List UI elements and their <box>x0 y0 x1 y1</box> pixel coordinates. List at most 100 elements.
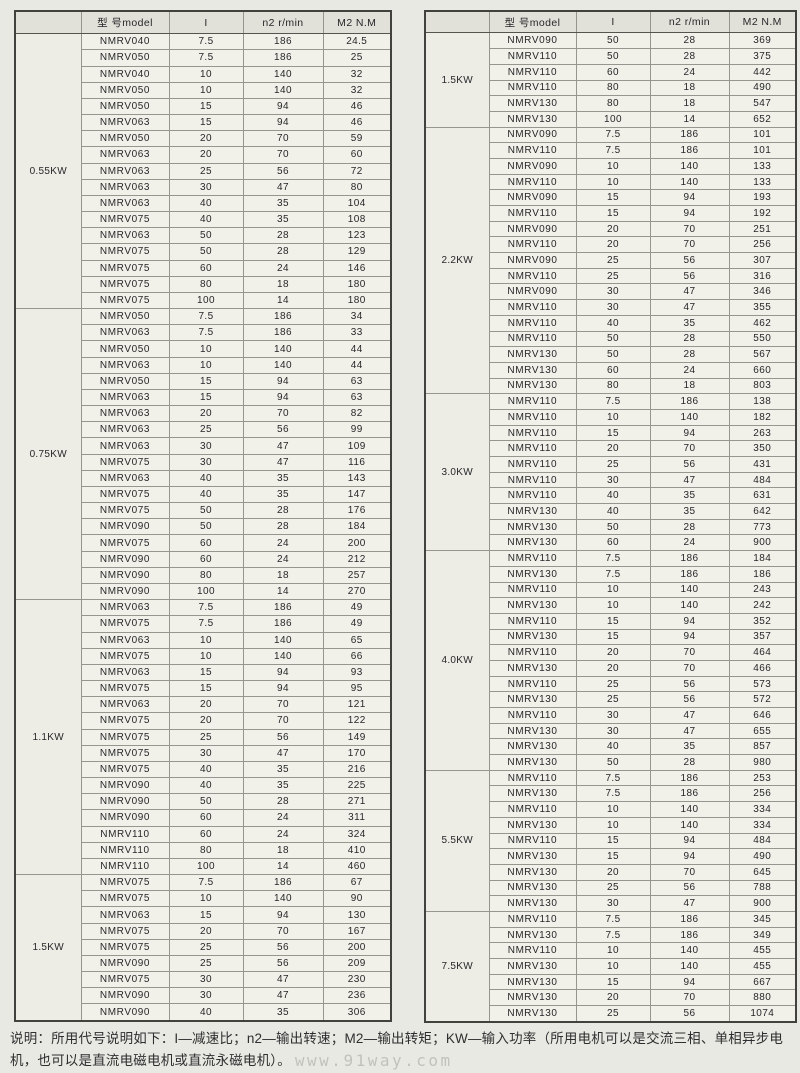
model-cell: NMRV110 <box>80 841 170 859</box>
speed-cell: 28 <box>242 518 324 536</box>
ratio-cell: 30 <box>168 971 244 989</box>
model-cell: NMRV075 <box>80 760 170 779</box>
ratio-cell: 7.5 <box>575 769 651 787</box>
model-cell: NMRV075 <box>80 615 170 633</box>
speed-cell: 70 <box>242 712 324 730</box>
spec-row: NMRV063 25 56 99 <box>15 421 392 439</box>
torque-cell: 880 <box>728 989 797 1007</box>
torque-cell: 138 <box>728 393 797 410</box>
ratio-cell: 15 <box>575 832 651 850</box>
torque-cell: 243 <box>728 581 797 599</box>
spec-row: NMRV063 50 28 123 <box>15 227 392 245</box>
ratio-cell: 10 <box>575 597 651 614</box>
spec-row: NMRV130 50 28 980 <box>425 754 797 771</box>
ratio-cell: 50 <box>575 32 651 50</box>
ratio-cell: 10 <box>575 173 651 191</box>
ratio-cell: 20 <box>168 146 244 164</box>
torque-cell: 147 <box>322 485 392 504</box>
ratio-cell: 20 <box>575 236 651 254</box>
speed-cell: 35 <box>242 760 324 779</box>
speed-cell: 186 <box>242 308 324 326</box>
ratio-cell: 7.5 <box>575 565 651 583</box>
model-cell: NMRV110 <box>488 330 577 348</box>
speed-cell: 186 <box>649 142 730 159</box>
speed-cell: 28 <box>649 754 730 771</box>
model-cell: NMRV075 <box>80 922 170 940</box>
speed-cell: 24 <box>242 534 324 552</box>
ratio-cell: 25 <box>168 938 244 956</box>
torque-cell: 34 <box>322 308 392 326</box>
model-cell: NMRV040 <box>80 65 170 83</box>
speed-cell: 140 <box>649 581 730 599</box>
ratio-cell: 50 <box>575 330 651 348</box>
speed-cell: 18 <box>649 79 730 97</box>
ratio-cell: 10 <box>575 958 651 975</box>
torque-cell: 484 <box>728 471 797 489</box>
header-model: 型 号model <box>488 10 577 34</box>
speed-cell: 94 <box>649 424 730 442</box>
speed-cell: 70 <box>242 696 324 714</box>
torque-cell: 1074 <box>728 1005 797 1023</box>
ratio-cell: 50 <box>575 48 651 65</box>
power-group-label: 1.5KW <box>424 32 490 128</box>
model-cell: NMRV130 <box>488 361 577 379</box>
spec-row: NMRV110 10 140 182 <box>425 408 797 426</box>
ratio-cell: 100 <box>168 582 244 601</box>
torque-cell: 122 <box>322 712 392 730</box>
model-cell: NMRV110 <box>80 857 170 876</box>
torque-cell: 455 <box>728 942 797 960</box>
speed-cell: 186 <box>242 49 324 67</box>
torque-cell: 646 <box>728 707 797 724</box>
ratio-cell: 10 <box>168 890 244 908</box>
ratio-cell: 40 <box>168 211 244 229</box>
spec-row: NMRV075 30 47 116 <box>15 453 392 471</box>
ratio-cell: 30 <box>575 471 651 489</box>
ratio-cell: 25 <box>575 252 651 269</box>
torque-cell: 90 <box>322 890 392 908</box>
model-cell: NMRV090 <box>488 283 577 301</box>
model-cell: NMRV063 <box>80 421 170 439</box>
model-cell: NMRV110 <box>488 471 577 489</box>
speed-cell: 28 <box>649 48 730 65</box>
model-cell: NMRV130 <box>488 863 577 881</box>
power-group-label: 4.0KW <box>424 550 490 771</box>
speed-cell: 94 <box>242 97 324 116</box>
torque-cell: 133 <box>728 173 797 191</box>
spec-row: 1.5KW NMRV090 50 28 369 <box>424 32 797 128</box>
torque-cell: 346 <box>728 283 797 301</box>
spec-row: NMRV130 25 56 1074 <box>425 1005 797 1023</box>
model-cell: NMRV063 <box>80 146 170 164</box>
model-cell: NMRV090 <box>80 566 170 585</box>
power-group-label: 5.5KW <box>424 769 490 912</box>
torque-cell: 104 <box>322 194 392 213</box>
speed-cell: 28 <box>242 227 324 245</box>
speed-cell: 56 <box>242 421 324 439</box>
spec-row: 0.55KW NMRV040 7.5 186 24.5 <box>14 33 392 310</box>
ratio-cell: 80 <box>575 377 651 395</box>
speed-cell: 24 <box>242 259 324 277</box>
speed-cell: 24 <box>649 361 730 379</box>
speed-cell: 35 <box>242 485 324 504</box>
model-cell: NMRV063 <box>80 227 170 245</box>
spec-row: NMRV063 30 47 109 <box>15 437 392 455</box>
speed-cell: 47 <box>242 971 324 989</box>
torque-cell: 46 <box>322 97 392 116</box>
model-cell: NMRV050 <box>80 49 170 67</box>
ratio-cell: 7.5 <box>575 393 651 410</box>
model-cell: NMRV110 <box>488 393 577 410</box>
ratio-cell: 60 <box>168 534 244 552</box>
speed-cell: 18 <box>242 566 324 585</box>
ratio-cell: 15 <box>168 680 244 698</box>
model-cell: NMRV110 <box>488 456 577 473</box>
torque-cell: 93 <box>322 663 392 682</box>
model-cell: NMRV130 <box>488 377 577 395</box>
torque-cell: 200 <box>322 534 392 552</box>
torque-cell: 773 <box>728 518 797 536</box>
torque-cell: 357 <box>728 628 797 646</box>
model-cell: NMRV090 <box>80 582 170 601</box>
torque-cell: 65 <box>322 631 392 649</box>
model-cell: NMRV090 <box>488 32 577 50</box>
speed-cell: 47 <box>242 987 324 1005</box>
